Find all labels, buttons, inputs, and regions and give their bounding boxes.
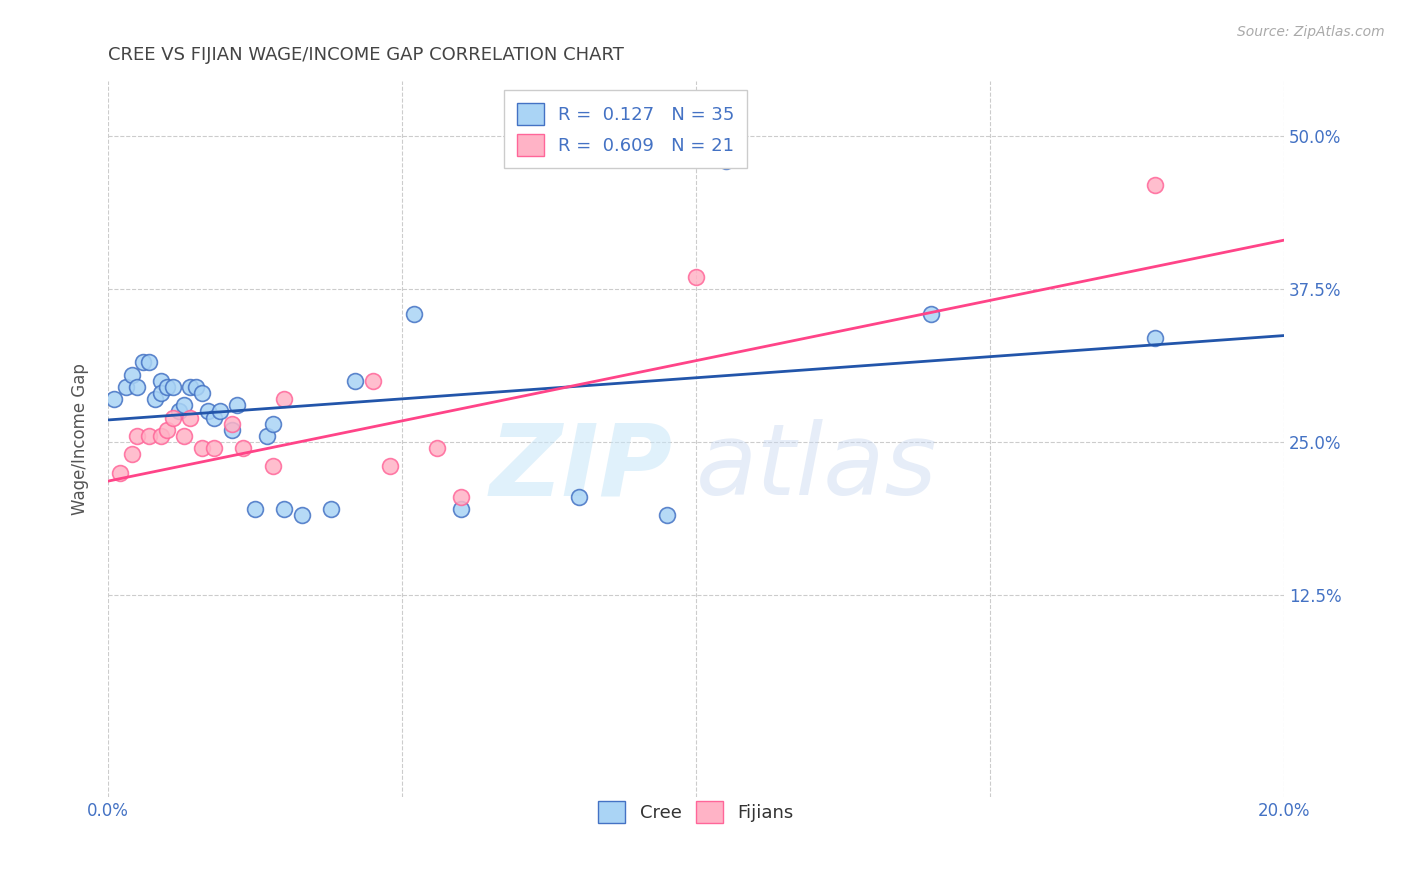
Text: ZIP: ZIP <box>489 419 672 516</box>
Point <box>262 417 284 431</box>
Point <box>138 429 160 443</box>
Point <box>127 380 149 394</box>
Point <box>162 380 184 394</box>
Point <box>191 386 214 401</box>
Point <box>273 392 295 406</box>
Point <box>138 355 160 369</box>
Point <box>127 429 149 443</box>
Legend: Cree, Fijians: Cree, Fijians <box>588 790 804 834</box>
Point <box>221 417 243 431</box>
Point <box>202 410 225 425</box>
Point <box>191 441 214 455</box>
Point <box>186 380 208 394</box>
Point <box>1143 178 1166 192</box>
Point <box>920 306 942 320</box>
Point <box>143 392 166 406</box>
Point <box>179 410 201 425</box>
Point <box>149 374 172 388</box>
Point <box>226 398 249 412</box>
Point <box>197 404 219 418</box>
Point <box>156 423 179 437</box>
Point <box>167 404 190 418</box>
Point <box>103 392 125 406</box>
Point <box>685 269 707 284</box>
Point <box>402 306 425 320</box>
Point <box>380 459 402 474</box>
Point <box>221 423 243 437</box>
Point <box>208 404 231 418</box>
Point <box>162 410 184 425</box>
Point <box>450 490 472 504</box>
Point <box>426 441 449 455</box>
Point <box>108 466 131 480</box>
Point <box>655 508 678 523</box>
Point <box>273 502 295 516</box>
Point <box>121 368 143 382</box>
Point <box>149 386 172 401</box>
Point <box>361 374 384 388</box>
Point <box>243 502 266 516</box>
Point <box>149 429 172 443</box>
Point <box>321 502 343 516</box>
Point <box>232 441 254 455</box>
Point <box>291 508 314 523</box>
Point <box>344 374 367 388</box>
Point <box>262 459 284 474</box>
Point <box>156 380 179 394</box>
Y-axis label: Wage/Income Gap: Wage/Income Gap <box>72 363 89 515</box>
Text: Source: ZipAtlas.com: Source: ZipAtlas.com <box>1237 25 1385 39</box>
Point <box>179 380 201 394</box>
Text: CREE VS FIJIAN WAGE/INCOME GAP CORRELATION CHART: CREE VS FIJIAN WAGE/INCOME GAP CORRELATI… <box>108 46 624 64</box>
Point <box>714 153 737 168</box>
Point <box>132 355 155 369</box>
Point <box>1143 331 1166 345</box>
Point <box>202 441 225 455</box>
Point <box>173 429 195 443</box>
Point <box>121 447 143 461</box>
Point <box>256 429 278 443</box>
Point <box>450 502 472 516</box>
Point <box>173 398 195 412</box>
Point <box>567 490 589 504</box>
Text: atlas: atlas <box>696 419 938 516</box>
Point <box>114 380 136 394</box>
